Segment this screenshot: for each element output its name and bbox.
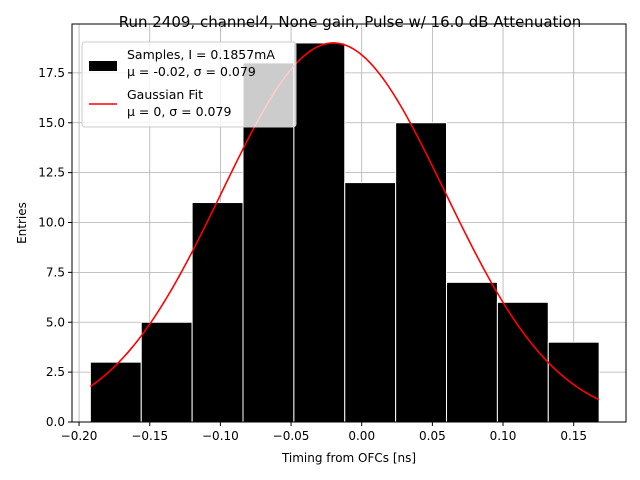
x-tick-label: 0.10 — [490, 429, 517, 443]
plot-area — [71, 23, 627, 423]
legend: Samples, I = 0.1857mA μ = -0.02, σ = 0.0… — [81, 41, 297, 128]
x-tick-label: 0.00 — [348, 429, 375, 443]
y-axis-ticks: 0.0 2.5 5.0 7.5 10.0 12.5 15.0 17.5 — [38, 66, 72, 429]
histogram-bar — [89, 361, 142, 423]
histogram-bar — [446, 281, 498, 423]
y-tick-label: 10.0 — [38, 216, 65, 230]
x-tick-label: −0.10 — [202, 429, 239, 443]
histogram-bar — [344, 182, 397, 423]
legend-histogram-label: Samples, I = 0.1857mA — [127, 47, 275, 62]
histogram-bar — [496, 301, 549, 423]
histogram-bar — [191, 202, 244, 423]
legend-histogram-stats: μ = -0.02, σ = 0.079 — [127, 64, 256, 79]
histogram-bars — [89, 42, 600, 423]
legend-fit-stats: μ = 0, σ = 0.079 — [127, 104, 231, 119]
x-axis-label: Timing from OFCs [ns] — [281, 451, 416, 465]
x-tick-label: −0.20 — [61, 429, 98, 443]
chart-title: Run 2409, channel4, None gain, Pulse w/ … — [119, 13, 582, 31]
y-axis-label: Entries — [15, 202, 29, 244]
x-tick-label: −0.05 — [273, 429, 310, 443]
histogram-bar — [293, 42, 346, 423]
legend-histogram-swatch — [89, 61, 117, 71]
y-tick-label: 5.0 — [46, 315, 65, 329]
x-tick-label: −0.15 — [131, 429, 168, 443]
legend-box — [81, 41, 297, 128]
y-tick-label: 2.5 — [46, 365, 65, 379]
x-tick-label: 0.05 — [419, 429, 446, 443]
x-axis-ticks: −0.20 −0.15 −0.10 −0.05 0.00 0.05 0.10 0.15 — [61, 422, 587, 443]
y-tick-label: 15.0 — [38, 116, 65, 130]
histogram-bar — [395, 122, 448, 423]
legend-fit-label: Gaussian Fit — [127, 87, 203, 102]
y-tick-label: 0.0 — [46, 415, 65, 429]
histogram-bar — [547, 341, 600, 423]
y-tick-label: 17.5 — [38, 66, 65, 80]
gaussian-fit-curve — [89, 42, 600, 401]
histogram-bar — [140, 321, 193, 423]
y-tick-label: 12.5 — [38, 166, 65, 180]
x-tick-label: 0.15 — [560, 429, 587, 443]
y-tick-label: 7.5 — [46, 265, 65, 279]
